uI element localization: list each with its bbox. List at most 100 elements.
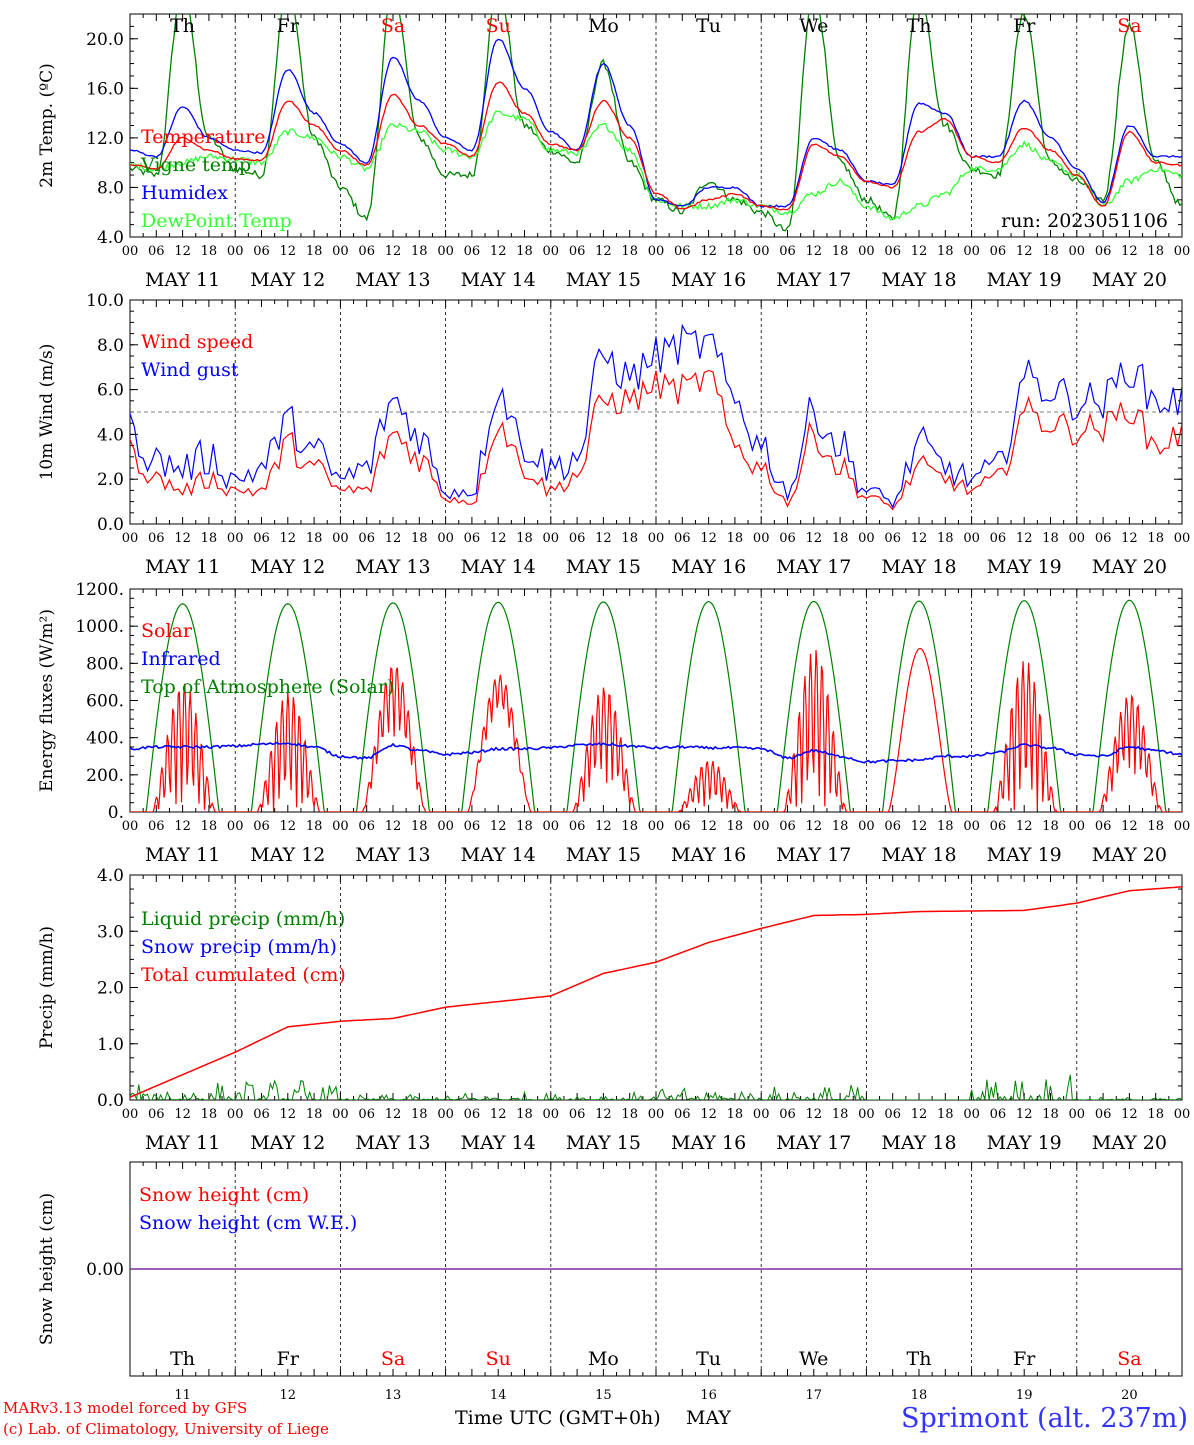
energy-hour-label: 00: [543, 819, 560, 834]
precip-hour-label: 00: [648, 1107, 665, 1122]
energy-hour-label: 18: [832, 819, 849, 834]
wind-hour-label: 00: [858, 531, 875, 546]
temp-hour-label: 06: [358, 244, 375, 259]
temp-legend-item: Temperature: [141, 126, 265, 148]
energy-hour-label: 06: [358, 819, 375, 834]
temp-day-name: We: [799, 15, 828, 37]
energy-date-label: MAY 20: [1092, 844, 1167, 866]
temp-hour-label: 06: [779, 244, 796, 259]
energy-ytick-label: 1000.: [75, 617, 124, 637]
energy-hour-label: 12: [1121, 819, 1138, 834]
temp-hour-label: 00: [1174, 244, 1191, 259]
wind-hour-label: 00: [1174, 531, 1191, 546]
temp-ytick-label: 4.0: [97, 228, 124, 248]
temp-hour-label: 18: [201, 244, 218, 259]
temp-hour-label: 12: [280, 244, 297, 259]
precip-ytick-label: 2.0: [97, 979, 124, 999]
precip-date-label: MAY 15: [566, 1132, 641, 1154]
precip-hour-label: 06: [148, 1107, 165, 1122]
energy-hour-label: 00: [1069, 819, 1086, 834]
wind-hour-label: 00: [122, 531, 139, 546]
temp-hour-label: 12: [806, 244, 823, 259]
energy-hour-label: 12: [911, 819, 928, 834]
wind-hour-label: 12: [280, 531, 297, 546]
temp-hour-label: 00: [858, 244, 875, 259]
wind-hour-label: 12: [806, 531, 823, 546]
snow-day-name: We: [799, 1348, 828, 1370]
temp-series-temperature: [130, 81, 1182, 211]
temp-day-name: Su: [486, 15, 511, 37]
wind-hour-label: 00: [753, 531, 770, 546]
precip-hour-label: 12: [806, 1107, 823, 1122]
temp-date-label: MAY 17: [776, 269, 851, 291]
temp-day-name: Th: [170, 15, 195, 37]
temp-legend-item: Humidex: [141, 182, 228, 204]
temp-hour-label: 12: [490, 244, 507, 259]
temp-hour-label: 00: [963, 244, 980, 259]
snow-legend-item: Snow height (cm): [139, 1184, 309, 1206]
energy-date-label: MAY 14: [461, 844, 536, 866]
temp-date-label: MAY 19: [987, 269, 1062, 291]
precip-hour-label: 18: [727, 1107, 744, 1122]
wind-date-label: MAY 16: [671, 556, 746, 578]
precip-hour-label: 00: [543, 1107, 560, 1122]
temp-date-label: MAY 11: [145, 269, 220, 291]
temp-hour-label: 18: [516, 244, 533, 259]
temp-hour-label: 06: [674, 244, 691, 259]
precip-date-label: MAY 20: [1092, 1132, 1167, 1154]
energy-hour-label: 06: [779, 819, 796, 834]
temp-plot-area: [130, 14, 1182, 232]
snow-day-name: Fr: [277, 1348, 300, 1370]
wind-date-label: MAY 14: [461, 556, 536, 578]
energy-hour-label: 18: [1147, 819, 1164, 834]
energy-plot-area: [130, 599, 1182, 812]
energy-hour-label: 18: [201, 819, 218, 834]
energy-hour-label: 00: [858, 819, 875, 834]
temp-hour-label: 00: [1069, 244, 1086, 259]
precip-date-label: MAY 11: [145, 1132, 220, 1154]
wind-hour-label: 12: [700, 531, 717, 546]
energy-hour-label: 06: [253, 819, 270, 834]
precip-ytick-label: 1.0: [97, 1035, 124, 1055]
precip-hour-label: 12: [911, 1107, 928, 1122]
wind-ytick-label: 10.0: [86, 291, 124, 311]
energy-legend-item: Solar: [141, 620, 193, 642]
energy-hour-label: 18: [727, 819, 744, 834]
temp-panel: 4.0 8.0 12.0 16.0 20.0 2m Temp. (ºC) 00 06 12 18 M…: [37, 13, 1191, 291]
energy-date-label: MAY 13: [355, 844, 430, 866]
wind-hour-label: 12: [911, 531, 928, 546]
temp-hour-label: 18: [832, 244, 849, 259]
energy-ytick-label: 1200.: [75, 580, 124, 600]
energy-hour-label: 12: [174, 819, 191, 834]
wind-date-label: MAY 17: [776, 556, 851, 578]
precip-hour-label: 12: [1016, 1107, 1033, 1122]
wind-hour-label: 12: [595, 531, 612, 546]
snow-day-name: Sa: [1117, 1348, 1141, 1370]
snow-day-number: 11: [174, 1388, 191, 1403]
temp-hour-label: 06: [253, 244, 270, 259]
energy-panel: 0. 200. 400. 600. 800. 1000. 1200. Energy fluxe…: [37, 580, 1190, 866]
energy-hour-label: 18: [937, 819, 954, 834]
precip-hour-label: 06: [358, 1107, 375, 1122]
temp-hour-label: 00: [227, 244, 244, 259]
temp-hour-label: 06: [884, 244, 901, 259]
precip-legend-item: Total cumulated (cm): [141, 964, 346, 986]
temp-hour-label: 12: [385, 244, 402, 259]
energy-series-toa: [130, 599, 1182, 812]
precip-ytick-label: 3.0: [97, 922, 124, 942]
precip-hour-label: 06: [674, 1107, 691, 1122]
energy-hour-label: 12: [280, 819, 297, 834]
temp-hour-label: 06: [990, 244, 1007, 259]
temp-frame: [129, 13, 1183, 238]
temp-run-label: run: 2023051106: [1001, 210, 1168, 232]
temp-hour-label: 18: [937, 244, 954, 259]
wind-hour-label: 18: [201, 531, 218, 546]
energy-date-label: MAY 19: [987, 844, 1062, 866]
precip-series-total-cumulated: [130, 886, 1182, 1098]
wind-hour-label: 18: [516, 531, 533, 546]
precip-ytick-label: 4.0: [97, 866, 124, 886]
temp-hour-label: 06: [464, 244, 481, 259]
wind-date-label: MAY 12: [250, 556, 325, 578]
